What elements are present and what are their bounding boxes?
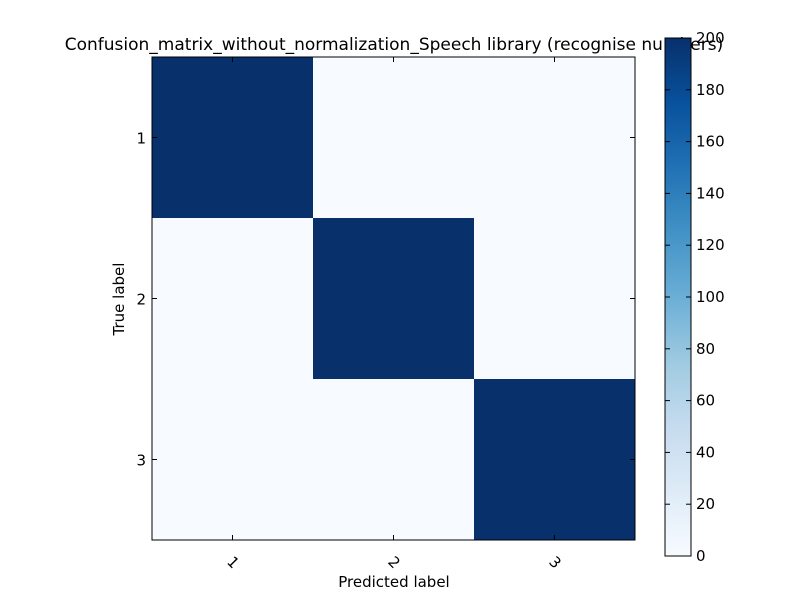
y-tick-label: 3 <box>136 452 146 470</box>
colorbar-tick-label: 40 <box>696 443 715 461</box>
colorbar-tick-label: 160 <box>696 133 725 151</box>
colorbar-ticks: 0 20 40 60 80 100 120 140 160 180 200 <box>665 29 725 565</box>
x-axis-label: Predicted label <box>338 573 449 591</box>
y-tick-label: 1 <box>136 130 146 148</box>
x-tick-label: 1 <box>223 553 242 572</box>
heatmap-cell <box>474 57 636 219</box>
colorbar-tick-label: 180 <box>696 81 725 99</box>
heatmap-cell <box>313 218 475 380</box>
heatmap-cell <box>152 379 314 541</box>
colorbar-tick-label: 120 <box>696 236 725 254</box>
colorbar-tick-label: 200 <box>696 29 725 47</box>
x-tick-label: 3 <box>545 553 564 572</box>
x-tick-label: 2 <box>384 553 403 572</box>
colorbar-tick-label: 20 <box>696 495 715 513</box>
plot-frame <box>151 56 636 541</box>
heatmap-cell <box>313 57 475 219</box>
heatmap-cell <box>474 379 636 541</box>
heatmap-cell <box>152 57 314 219</box>
colorbar-tick-label: 60 <box>696 392 715 410</box>
colorbar-tick-label: 140 <box>696 184 725 202</box>
heatmap-cell <box>313 379 475 541</box>
heatmap-cells <box>152 57 636 541</box>
colorbar-tick-label: 100 <box>696 288 725 306</box>
colorbar-tick-label: 80 <box>696 340 715 358</box>
y-axis-label: True label <box>110 263 128 337</box>
heatmap-cell <box>152 218 314 380</box>
y-tick-label: 2 <box>136 291 146 309</box>
heatmap-cell <box>474 218 636 380</box>
chart-title: Confusion_matrix_without_normalization_S… <box>65 35 724 55</box>
colorbar-tick-label: 0 <box>696 547 706 565</box>
